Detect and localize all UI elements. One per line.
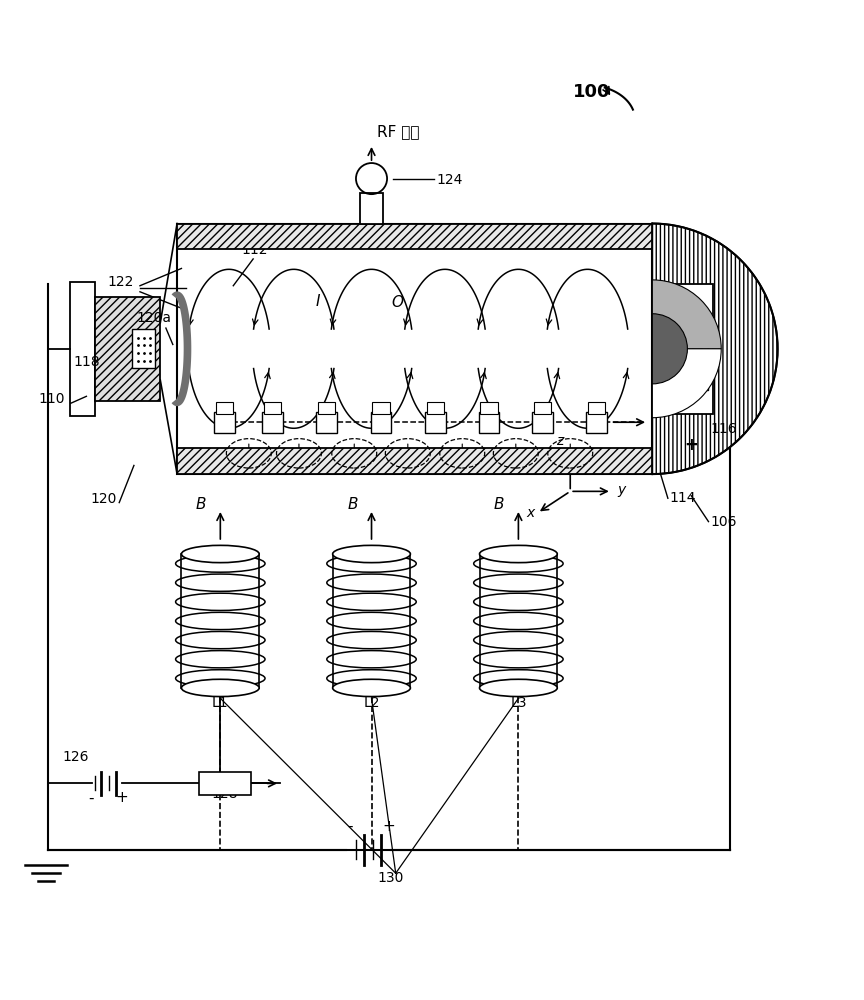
Text: z: z bbox=[556, 434, 563, 448]
Bar bbox=[316, 412, 337, 433]
Wedge shape bbox=[652, 349, 721, 418]
Polygon shape bbox=[652, 224, 778, 474]
Text: O: O bbox=[391, 295, 403, 310]
Text: -: - bbox=[347, 819, 353, 834]
Text: -: - bbox=[88, 790, 93, 805]
Bar bbox=[214, 412, 235, 433]
Text: 124: 124 bbox=[436, 173, 463, 187]
Ellipse shape bbox=[480, 545, 557, 563]
Text: +: + bbox=[383, 819, 395, 834]
Text: 130: 130 bbox=[378, 871, 403, 885]
Bar bbox=[264, 402, 281, 414]
Text: L1: L1 bbox=[212, 696, 229, 710]
Bar bbox=[586, 412, 607, 433]
Text: 118: 118 bbox=[73, 355, 99, 369]
Text: B: B bbox=[494, 497, 505, 512]
Bar bbox=[132, 329, 155, 368]
Bar bbox=[479, 412, 499, 433]
Wedge shape bbox=[652, 224, 778, 474]
Wedge shape bbox=[652, 314, 688, 384]
Text: 126: 126 bbox=[63, 750, 89, 764]
Text: 120a: 120a bbox=[137, 311, 171, 325]
Text: 112: 112 bbox=[242, 243, 268, 257]
Bar bbox=[670, 284, 713, 414]
Wedge shape bbox=[652, 280, 721, 349]
Bar bbox=[95, 297, 160, 401]
Ellipse shape bbox=[480, 679, 557, 697]
Text: x: x bbox=[526, 506, 535, 520]
Bar bbox=[177, 224, 652, 249]
Ellipse shape bbox=[181, 679, 259, 697]
Text: B: B bbox=[347, 497, 358, 512]
Text: 114: 114 bbox=[670, 491, 696, 505]
Text: 120: 120 bbox=[91, 492, 117, 506]
Ellipse shape bbox=[181, 545, 259, 563]
Text: L2: L2 bbox=[363, 696, 380, 710]
Ellipse shape bbox=[333, 679, 410, 697]
Bar bbox=[199, 772, 251, 795]
Text: 116: 116 bbox=[710, 422, 737, 436]
Bar bbox=[262, 412, 283, 433]
Bar bbox=[532, 412, 553, 433]
Text: 100: 100 bbox=[573, 83, 611, 101]
Bar bbox=[588, 402, 605, 414]
Bar bbox=[480, 402, 498, 414]
Bar bbox=[372, 402, 390, 414]
Text: B: B bbox=[196, 497, 206, 512]
Text: 106: 106 bbox=[710, 515, 737, 529]
Bar bbox=[177, 224, 652, 474]
Text: +: + bbox=[684, 436, 698, 454]
Text: y: y bbox=[617, 483, 626, 497]
Bar bbox=[534, 402, 551, 414]
Bar bbox=[427, 402, 444, 414]
Text: RF 出口: RF 出口 bbox=[377, 124, 419, 139]
Bar bbox=[425, 412, 446, 433]
Text: 128: 128 bbox=[212, 787, 238, 801]
Bar bbox=[216, 402, 233, 414]
Ellipse shape bbox=[333, 545, 410, 563]
Bar bbox=[674, 313, 708, 390]
Text: L3: L3 bbox=[510, 696, 527, 710]
Bar bbox=[371, 412, 391, 433]
Bar bbox=[360, 193, 383, 224]
Bar bbox=[177, 448, 652, 474]
Text: I: I bbox=[315, 294, 321, 309]
Bar bbox=[69, 282, 95, 416]
Text: +: + bbox=[116, 790, 128, 805]
Text: 110: 110 bbox=[39, 392, 65, 406]
Bar bbox=[318, 402, 335, 414]
Text: 122: 122 bbox=[108, 275, 134, 289]
